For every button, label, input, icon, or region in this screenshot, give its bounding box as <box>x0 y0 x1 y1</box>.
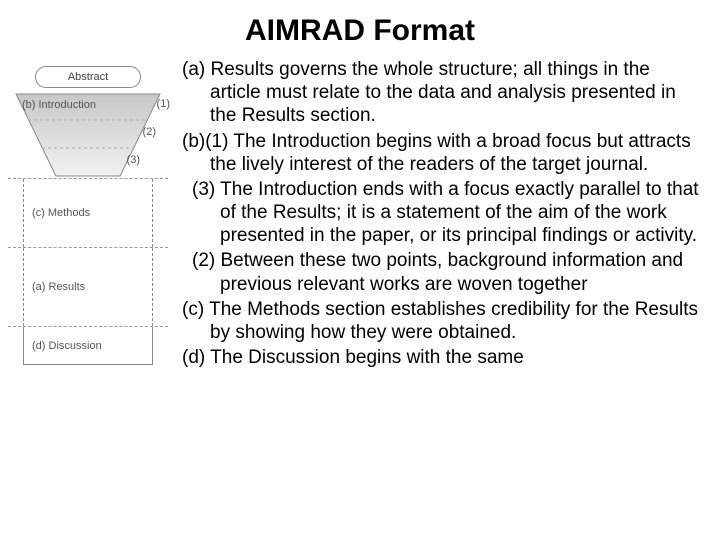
diagram-column: Abstract (b) Introduction (1) <box>8 58 178 365</box>
methods-section: (c) Methods <box>23 179 153 247</box>
abstract-label: Abstract <box>68 71 108 83</box>
results-section: (a) Results <box>23 248 153 326</box>
intro-sublabel-2: (2) <box>143 126 156 138</box>
intro-sublabel-1: (1) <box>157 98 170 110</box>
svg-text:(b) Introduction: (b) Introduction <box>22 99 96 111</box>
results-label: (a) Results <box>32 281 85 293</box>
introduction-section: (b) Introduction (1) (2) (3) <box>8 92 168 178</box>
item-b3: (3) The Introduction ends with a focus e… <box>182 178 704 248</box>
methods-label: (c) Methods <box>32 207 90 219</box>
discussion-label: (d) Discussion <box>32 340 102 352</box>
item-c: (c) The Methods section establishes cred… <box>182 298 704 344</box>
abstract-section: Abstract <box>35 66 141 88</box>
intro-sublabel-3: (3) <box>127 154 140 166</box>
item-d: (d) The Discussion begins with the same <box>182 346 704 369</box>
discussion-section: (d) Discussion <box>23 327 153 365</box>
page-title: AIMRAD Format <box>0 0 720 58</box>
item-a: (a) Results governs the whole structure;… <box>182 58 704 128</box>
body-text: (a) Results governs the whole structure;… <box>178 58 710 371</box>
item-b2: (2) Between these two points, background… <box>182 249 704 295</box>
content-row: Abstract (b) Introduction (1) <box>0 58 720 371</box>
aimrad-diagram: Abstract (b) Introduction (1) <box>8 66 168 365</box>
item-b1: (b)(1) The Introduction begins with a br… <box>182 130 704 176</box>
